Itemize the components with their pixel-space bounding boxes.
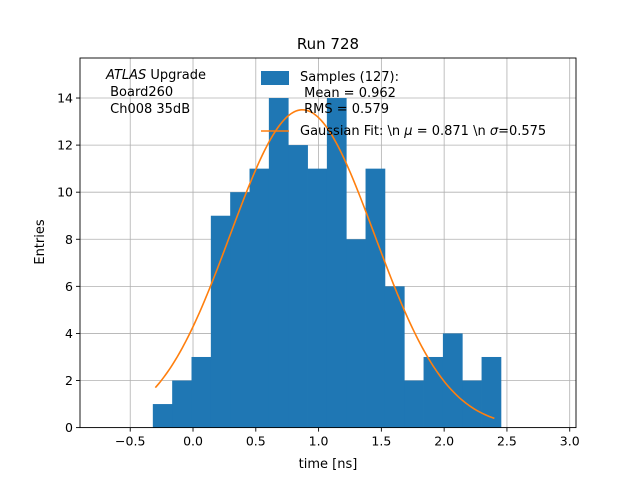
y-axis-label: Entries (33, 219, 48, 265)
atlas-annotation: ATLAS Upgrade Board260 Ch008 35dB (105, 68, 206, 117)
histogram-bar (326, 98, 347, 428)
legend-fit-suffix: =0.575 (498, 124, 546, 139)
histogram-bar (288, 145, 308, 428)
histogram-bar (462, 380, 482, 428)
chart-title: Run 728 (297, 35, 359, 53)
legend-samples-mean: Mean = 0.962 (300, 86, 396, 101)
x-axis-label: time [ns] (299, 457, 358, 472)
x-tick-label: 2.5 (497, 434, 517, 449)
x-tick-label: 2.0 (434, 434, 454, 449)
histogram-bars (152, 98, 502, 428)
histogram-bar (268, 98, 289, 428)
x-tick-label: 1.0 (309, 434, 329, 449)
legend-fit-mid: = 0.871 \n (413, 124, 490, 139)
upgrade-label: Upgrade (146, 68, 206, 83)
legend-samples-swatch (261, 71, 289, 85)
legend-fit-text: Gaussian Fit: \n μ = 0.871 \n σ=0.575 (300, 124, 546, 139)
x-tick-label: 3.0 (560, 434, 580, 449)
histogram-bar (481, 356, 502, 428)
y-tick-label: 8 (65, 232, 73, 247)
x-axis-ticks: −0.5 0.0 0.5 1.0 1.5 2.0 2.5 3.0 (115, 427, 580, 449)
x-tick-label: −0.5 (115, 434, 145, 449)
y-tick-label: 4 (65, 326, 73, 341)
y-tick-label: 0 (65, 420, 73, 435)
y-tick-label: 10 (57, 185, 73, 200)
legend-fit-mu: μ (403, 124, 412, 139)
y-tick-label: 6 (65, 279, 73, 294)
y-axis-ticks: 0 2 4 6 8 10 12 14 (57, 91, 80, 435)
histogram-bar (152, 404, 173, 428)
y-tick-label: 2 (65, 373, 73, 388)
histogram-bar (230, 192, 250, 428)
annotation-line-2: Board260 (106, 85, 173, 100)
legend-samples-title: Samples (127): (300, 70, 399, 85)
y-tick-label: 14 (57, 91, 73, 106)
x-tick-label: 1.5 (371, 434, 391, 449)
histogram-bar (210, 215, 231, 428)
histogram-bar (249, 168, 270, 428)
legend-samples-rms: RMS = 0.579 (300, 102, 389, 117)
legend: Samples (127): Mean = 0.962 RMS = 0.579 … (261, 70, 546, 139)
histogram-bar (191, 356, 212, 428)
gaussian-fit-line (154, 108, 495, 420)
histogram-bar (172, 380, 192, 428)
histogram-bar (346, 239, 366, 428)
atlas-label: ATLAS (105, 68, 146, 83)
y-tick-label: 12 (57, 138, 73, 153)
histogram-bar (365, 168, 386, 428)
x-tick-label: 0.0 (183, 434, 203, 449)
histogram-bar (404, 380, 424, 428)
histogram-bar (384, 286, 405, 428)
histogram-bar (307, 168, 328, 428)
legend-fit-prefix: Gaussian Fit: \n (300, 124, 404, 139)
histogram-bar (442, 333, 463, 428)
x-tick-label: 0.5 (246, 434, 266, 449)
axes-frame (79, 57, 577, 429)
legend-fit-sigma: σ (490, 124, 499, 139)
annotation-line-3: Ch008 35dB (106, 102, 190, 117)
annotation-line-1: ATLAS Upgrade (105, 68, 206, 83)
